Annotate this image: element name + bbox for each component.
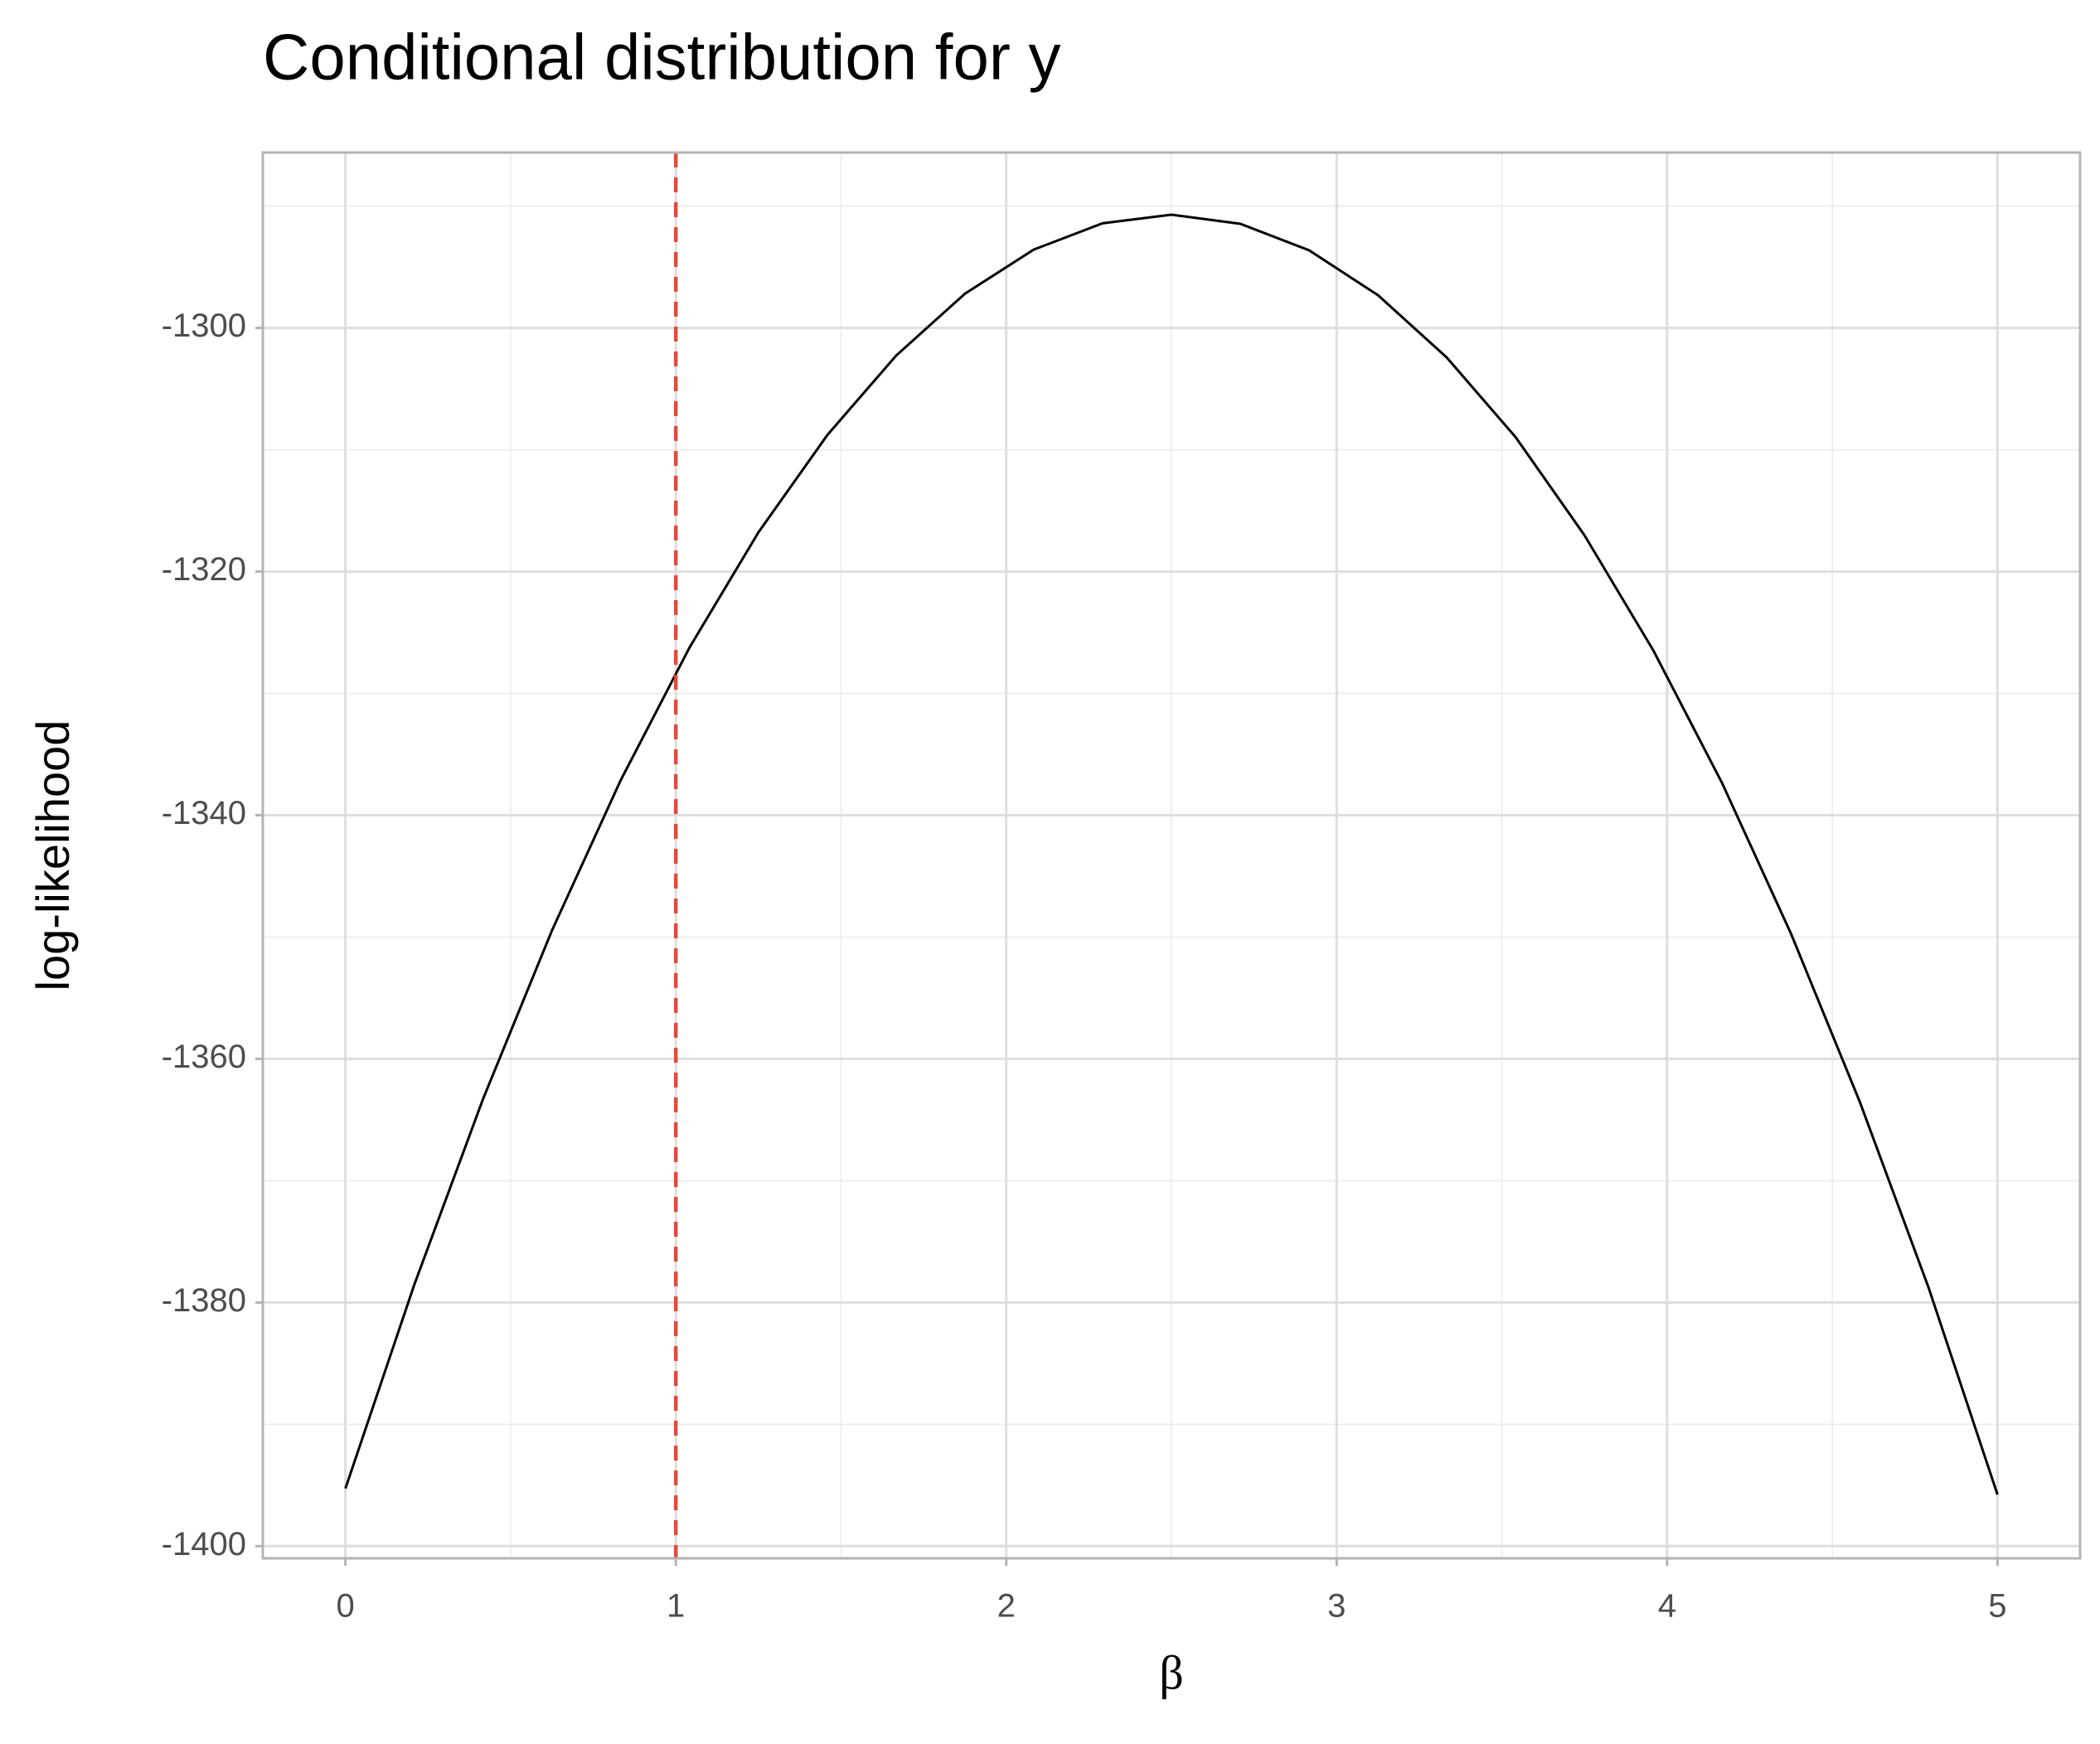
y-tick-label: -1320 — [162, 551, 246, 588]
y-tick-label: -1300 — [162, 308, 246, 344]
y-tick-label: -1400 — [162, 1526, 246, 1562]
x-axis-title: β — [1159, 1645, 1184, 1699]
chart-title: Conditional distribution for y — [263, 21, 1061, 94]
y-tick-label: -1380 — [162, 1282, 246, 1319]
x-tick-label: 3 — [1327, 1588, 1346, 1625]
x-tick-label: 5 — [1988, 1588, 2006, 1625]
line — [344, 213, 1999, 1495]
x-tick-label: 4 — [1658, 1588, 1676, 1625]
panel-border — [261, 151, 2082, 1560]
y-tick-label: -1360 — [162, 1039, 246, 1075]
x-tick-label: 1 — [667, 1588, 685, 1625]
y-tick-label: -1340 — [162, 795, 246, 831]
y-axis-title: log-likelihood — [27, 720, 79, 991]
x-tick-label: 2 — [997, 1588, 1016, 1625]
x-tick-label: 0 — [337, 1588, 355, 1625]
